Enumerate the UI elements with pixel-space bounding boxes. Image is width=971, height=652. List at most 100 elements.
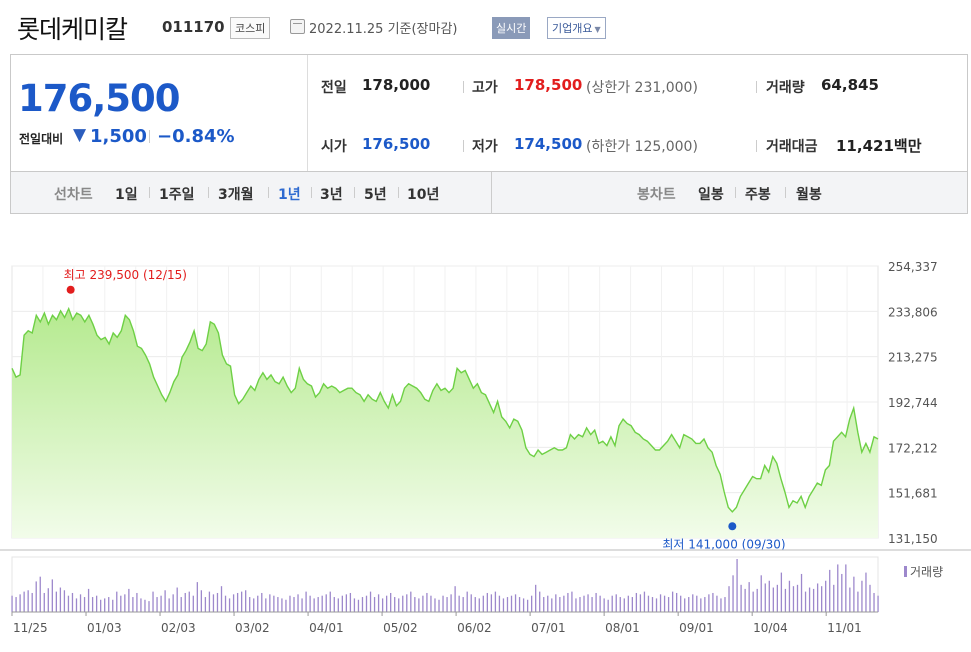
volume-bar <box>704 597 706 612</box>
volume-bar <box>663 595 666 612</box>
volume-frame <box>11 556 879 613</box>
volume-bar <box>19 594 21 612</box>
volume-bar <box>551 598 553 612</box>
volume-bar <box>406 594 408 612</box>
volume-bar <box>857 591 859 612</box>
volume-bar <box>39 576 41 612</box>
volume-bar <box>873 592 875 612</box>
volume-bar <box>869 584 871 612</box>
volume-bar <box>579 597 581 612</box>
volume-bar <box>752 591 754 612</box>
volume-bar <box>156 597 158 612</box>
volume-bar <box>623 598 625 612</box>
x-tick-label: 06/02 <box>457 621 492 635</box>
tab-weekly[interactable]: 주봉 <box>745 187 771 203</box>
volume-bar <box>35 581 37 612</box>
volume-bar <box>760 575 762 612</box>
change-label: 전일대비 <box>19 132 64 146</box>
tab-3y[interactable]: 3년 <box>320 187 343 203</box>
price-line <box>11 306 879 513</box>
high-value: 178,500 <box>514 76 583 94</box>
x-tick-label: 11/01 <box>827 621 862 635</box>
x-tick-label: 10/04 <box>753 621 788 635</box>
volume-bar <box>390 592 392 612</box>
volume-bar <box>526 599 529 612</box>
volume-bar <box>543 597 545 612</box>
volume-bar <box>535 584 537 612</box>
tab-daily[interactable]: 일봉 <box>698 187 724 203</box>
volume-bar <box>75 598 78 612</box>
volume-bar <box>430 595 432 612</box>
volume-bar <box>748 582 750 612</box>
volume-bar <box>220 586 223 612</box>
y-tick-label: 213,275 <box>888 351 938 365</box>
volume-bar <box>599 595 601 612</box>
divider <box>756 81 757 93</box>
tab-1w[interactable]: 1주일 <box>159 187 195 203</box>
volume-bar <box>808 587 811 612</box>
volume-bar <box>708 594 710 612</box>
tab-10y[interactable]: 10년 <box>407 187 440 203</box>
volume-bar <box>825 580 827 612</box>
tab-1d[interactable]: 1일 <box>115 187 138 203</box>
volume-bar <box>849 587 851 612</box>
x-tick-label: 09/01 <box>679 621 714 635</box>
volume-bar <box>716 595 718 612</box>
volume-bar <box>671 591 674 612</box>
volume-bar <box>265 598 267 612</box>
volume-bar <box>510 595 513 612</box>
price-area <box>12 308 878 538</box>
divider <box>307 55 308 171</box>
company-overview-button[interactable]: 기업개요 ▼ <box>547 17 606 39</box>
volume-bar <box>357 599 360 612</box>
volume-bar <box>438 599 440 612</box>
volume-bar <box>442 595 444 612</box>
volume-bar <box>208 591 211 612</box>
x-tick-label: 01/03 <box>87 621 122 635</box>
tab-monthly[interactable]: 월봉 <box>796 187 822 203</box>
y-tick-label: 151,681 <box>888 487 938 501</box>
volume-bar <box>349 592 352 612</box>
volume-bar <box>309 595 311 612</box>
x-axis-labels: 11/25 01/03 02/03 03/02 04/01 05/02 06/02 07/01… <box>11 612 862 635</box>
volume-bar <box>559 597 561 612</box>
volume-bar <box>724 597 726 612</box>
volume-value: 64,845 <box>821 76 879 94</box>
x-tick-label: 05/02 <box>383 621 418 635</box>
stock-name: 롯데케미칼 <box>17 15 128 44</box>
volume-bar <box>732 575 734 612</box>
volume-bar <box>63 590 66 612</box>
volume-bar <box>23 591 25 612</box>
volume-bar <box>321 595 323 612</box>
volume-bar <box>398 598 400 612</box>
volume-bar <box>506 597 509 612</box>
volume-bar <box>200 590 203 612</box>
volume-bar <box>466 591 468 612</box>
volume-bar <box>845 564 847 612</box>
x-tick-label: 08/01 <box>605 621 640 635</box>
chart-period-tabs: 선차트 1일 1주일 3개월 1년 3년 5년 10년 봉차트 일봉 주봉 월봉 <box>10 172 968 214</box>
volume-bar <box>184 592 186 612</box>
realtime-button[interactable]: 실시간 <box>492 17 531 39</box>
volume-bar <box>816 583 819 612</box>
volume-bar <box>861 580 863 612</box>
volume-bar <box>71 592 74 612</box>
volume-bar <box>804 591 807 612</box>
tab-3m[interactable]: 3개월 <box>218 187 254 203</box>
volume-bar <box>611 595 613 612</box>
candle-chart-label: 봉차트 <box>637 187 676 203</box>
volume-bar <box>333 597 335 612</box>
tab-5y[interactable]: 5년 <box>364 187 387 203</box>
volume-bar <box>180 597 182 612</box>
volume-bar <box>67 595 70 612</box>
divider <box>398 187 399 198</box>
divider <box>491 172 492 214</box>
tab-1y[interactable]: 1년 <box>278 187 301 203</box>
quote-date: 2022.11.25 기준(장마감) <box>309 22 458 37</box>
volume-bar <box>402 595 404 612</box>
volume-bar <box>160 595 162 612</box>
volume-bar <box>643 591 646 612</box>
volume-bar <box>59 587 62 612</box>
volume-bar <box>651 597 654 612</box>
volume-bar <box>833 584 835 612</box>
